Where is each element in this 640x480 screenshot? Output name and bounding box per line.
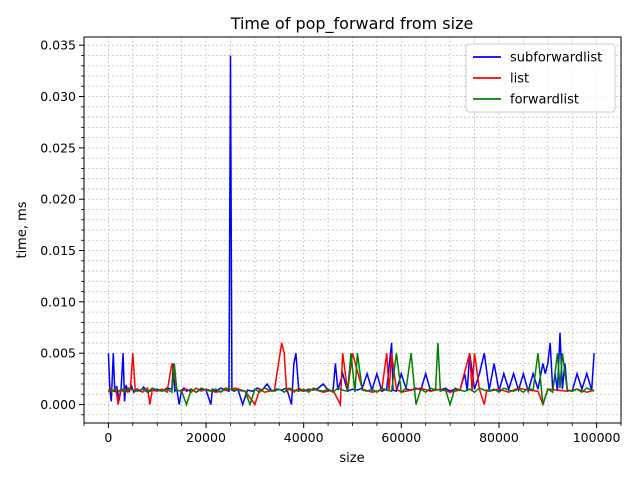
legend-label: list bbox=[510, 72, 529, 87]
series-layer bbox=[107, 55, 595, 408]
series-line-list bbox=[107, 342, 595, 408]
series-line-forwardlist bbox=[107, 342, 595, 408]
axis-ticks: 0 20000 40000 60000 80000 100000 0.000 0.005 0.0… bbox=[40, 38, 622, 445]
grid bbox=[83, 37, 622, 423]
y-tick-label: 0.010 bbox=[40, 294, 76, 309]
x-tick-label: 0 bbox=[104, 430, 112, 445]
y-tick-label: 0.025 bbox=[40, 140, 76, 155]
legend: subforwardlist list forwardlist bbox=[465, 43, 616, 113]
x-tick-label: 100000 bbox=[573, 430, 621, 445]
y-tick-label: 0.005 bbox=[40, 346, 76, 361]
y-axis-label: time, ms bbox=[15, 201, 30, 258]
y-tick-label: 0.030 bbox=[40, 89, 76, 104]
y-tick-label: 0.000 bbox=[40, 397, 76, 412]
legend-label: subforwardlist bbox=[510, 51, 602, 66]
x-tick-label: 20000 bbox=[186, 430, 226, 445]
y-tick-label: 0.015 bbox=[40, 243, 76, 258]
legend-label: forwardlist bbox=[510, 93, 579, 108]
x-tick-label: 40000 bbox=[284, 430, 324, 445]
y-tick-label: 0.020 bbox=[40, 192, 76, 207]
x-tick-label: 60000 bbox=[381, 430, 421, 445]
chart-title: Time of pop_forward from size bbox=[230, 14, 474, 34]
y-tick-label: 0.035 bbox=[40, 38, 76, 53]
x-axis-label: size bbox=[339, 451, 364, 466]
legend-box bbox=[465, 43, 616, 113]
x-tick-label: 80000 bbox=[479, 430, 519, 445]
